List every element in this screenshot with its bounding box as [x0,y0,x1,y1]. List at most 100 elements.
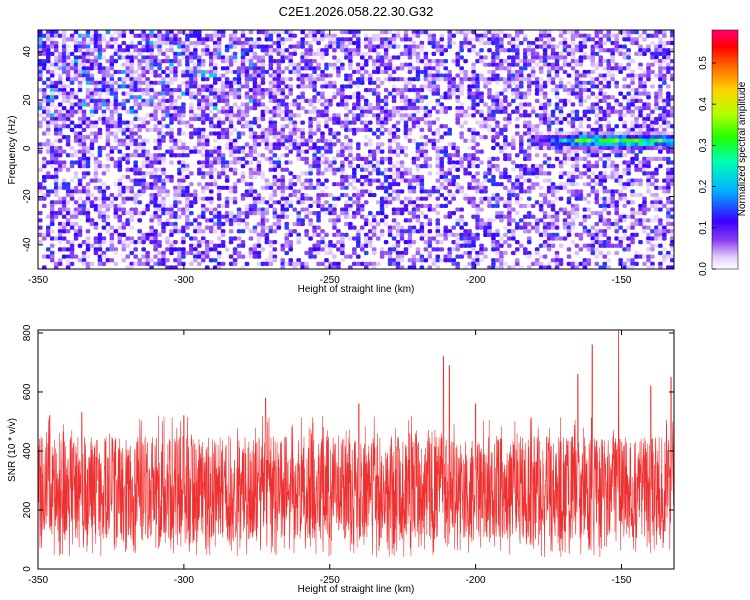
spectrogram-cell [296,113,301,118]
spectrogram-cell [658,69,663,75]
spectrogram-cell [622,171,627,176]
spectrogram-cell [284,109,290,114]
spectrogram-cell [407,225,413,230]
spectrogram-cell [193,192,198,198]
spectrogram-cell [141,58,146,64]
spectrogram-cell [375,200,381,205]
spectrogram-cell [419,84,425,89]
spectrogram-cell [181,113,186,118]
spectrogram-cell [332,160,337,165]
spectrogram-cell [431,120,437,125]
spectrogram-cell [61,178,67,183]
spectrogram-cell [65,135,71,140]
spectrogram-cell [93,120,99,125]
spectrogram-cell [204,84,210,89]
spectrogram-cell [526,44,532,49]
spectrogram-cell [53,66,59,71]
spectrogram-cell [244,40,250,46]
spectrogram-cell [125,58,131,64]
spectrogram-cell [220,95,226,100]
spectrogram-cell [515,131,520,136]
spectrogram-cell [363,189,369,194]
spectrogram-cell [272,73,278,78]
spectrogram-cell [212,33,218,38]
spectrogram-cell [129,30,135,35]
spectrogram-cell [244,109,250,114]
spectrogram-cell [45,84,51,89]
spectrogram-cell [467,40,472,46]
spectrogram-cell [518,171,524,176]
spectrogram-cell [411,200,417,205]
spectrogram-cell [391,33,397,38]
spectrogram-cell [125,211,131,216]
spectrogram-cell [77,163,83,169]
spectrogram-cell [562,138,568,143]
spectrogram-cell [197,113,202,118]
spectrogram-cell [276,58,282,64]
spectrogram-cell [57,185,63,190]
spectrogram-cell [638,73,643,78]
spectrogram-cell [73,174,79,180]
spectrogram-cell [427,69,433,75]
spectrogram-cell [200,77,206,82]
spectrogram-cell [288,102,294,107]
spectrogram-cell [375,62,381,67]
spectrogram-cell [371,218,377,223]
spectrogram-cell [383,44,389,49]
spectrogram-cell [530,80,536,85]
spectrogram-cell [375,91,381,96]
spectrogram-cell [244,221,250,227]
spectrogram-cell [352,51,357,56]
spectrogram-cell [415,69,421,75]
spectrogram-cell [646,160,651,165]
spectrogram-cell [507,120,512,125]
spectrogram-cell [105,127,111,132]
spectrogram-cell [228,69,234,75]
spectrogram-cell [415,33,421,38]
spectrogram-cell [638,182,643,187]
spectrogram-cell [574,95,580,100]
spectrogram-cell [618,30,623,35]
spectrogram-cell [332,221,337,227]
spectrogram-cell [658,106,663,111]
spectrogram-cell [471,69,476,75]
spectrogram-cell [204,225,210,230]
spectrogram-cell [268,98,274,104]
spectrogram-cell [598,135,604,140]
spectrogram-cell [654,91,659,96]
spectrogram-cell [566,87,572,93]
spectrogram-cell [515,62,520,67]
spectrogram-cell [650,218,655,223]
spectrogram-cell [324,102,329,107]
spectrogram-cell [471,91,476,96]
spectrogram-cell [137,95,142,100]
spectrogram-cell [626,171,631,176]
spectrogram-cell [391,40,397,46]
spectrogram-cell [566,221,572,227]
spectrogram-cell [256,91,262,96]
spectrogram-cell [296,196,301,201]
spectrogram-cell [638,62,643,67]
spectrogram-cell [49,102,55,107]
spectrogram-cell [61,106,67,111]
spectrogram-cell [566,200,572,205]
spectrogram-cell [578,91,584,96]
spectrogram-cell [570,163,576,169]
spectrogram-cell [383,221,389,227]
spectrogram-cell [363,113,369,118]
spectrogram-cell [81,189,87,194]
spectrogram-cell [85,163,91,169]
spectrogram-cell [562,40,568,46]
spectrogram-cell [77,211,83,216]
spectrogram-cell [626,51,631,56]
spectrogram-cell [491,51,496,56]
spectrogram-cell [455,182,460,187]
spectrogram-cell [435,102,441,107]
spectrogram-cell [495,124,500,129]
spectrogram-cell [61,66,67,71]
spectrogram-cell [558,55,564,60]
spectrogram-cell [363,214,369,219]
spectrogram-cell [224,48,230,53]
spectrogram-cell [522,120,528,125]
spectrogram-cell [391,178,397,183]
